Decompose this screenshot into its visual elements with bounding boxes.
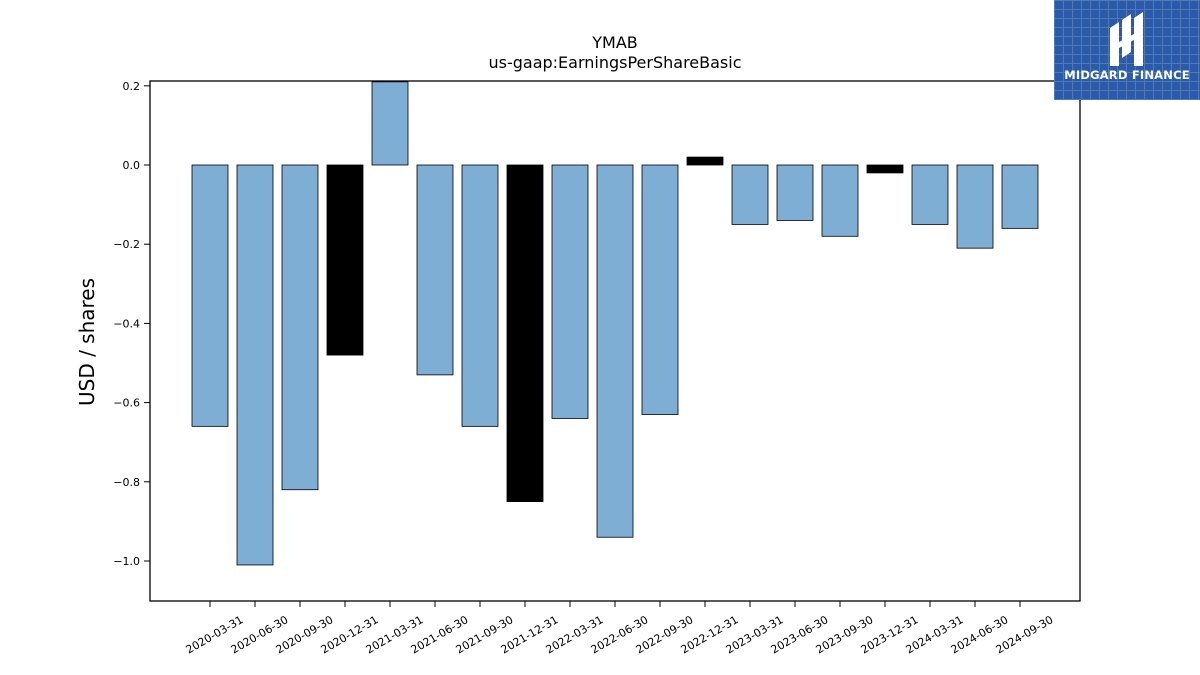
bar-2021-03-31: [371, 81, 409, 166]
bar-2024-03-31: [911, 164, 949, 225]
bar-2022-06-30: [596, 164, 634, 538]
bar-2020-06-30: [236, 164, 274, 566]
bar-2020-12-31: [326, 164, 364, 356]
y-axis-ticks: 0.2 0.0 −0.2 −0.4 −0.6 −0.8 −1.0: [113, 80, 150, 568]
bar-2020-09-30: [281, 164, 319, 491]
midgard-logo-icon: [1110, 12, 1143, 66]
bar-2022-03-31: [551, 164, 589, 419]
y-tick-label: −0.4: [113, 317, 140, 330]
y-tick-label: 0.0: [123, 159, 141, 172]
bar-2023-09-30: [821, 164, 859, 237]
y-tick-label: −0.8: [113, 476, 140, 489]
bar-2022-09-30: [641, 164, 679, 415]
y-tick-label: −0.6: [113, 397, 140, 410]
midgard-finance-logo: MIDGARD FINANCE: [1054, 0, 1200, 100]
logo-text: MIDGARD FINANCE: [1064, 68, 1190, 82]
bar-2024-09-30: [1001, 164, 1039, 229]
y-tick-label: 0.2: [123, 80, 141, 93]
plot-frame: [149, 80, 1081, 602]
bar-2021-12-31: [506, 164, 544, 503]
y-tick-label: −1.0: [113, 555, 140, 568]
bar-2023-03-31: [731, 164, 769, 225]
bar-2020-03-31: [191, 164, 229, 427]
bars-group: [191, 81, 1039, 566]
x-axis-ticks: 2020-03-312020-06-302020-09-302020-12-31…: [184, 601, 1056, 656]
chart-subtitle: us-gaap:EarningsPerShareBasic: [488, 53, 741, 72]
bar-2022-12-31: [686, 156, 724, 166]
bar-2021-09-30: [461, 164, 499, 427]
bar-2021-06-30: [416, 164, 454, 376]
chart-title: YMAB: [591, 33, 638, 52]
bar-2024-06-30: [956, 164, 994, 249]
bar-2023-06-30: [776, 164, 814, 221]
bar-2023-12-31: [866, 164, 904, 174]
y-axis-label: USD / shares: [75, 278, 99, 406]
y-tick-label: −0.2: [113, 238, 140, 251]
